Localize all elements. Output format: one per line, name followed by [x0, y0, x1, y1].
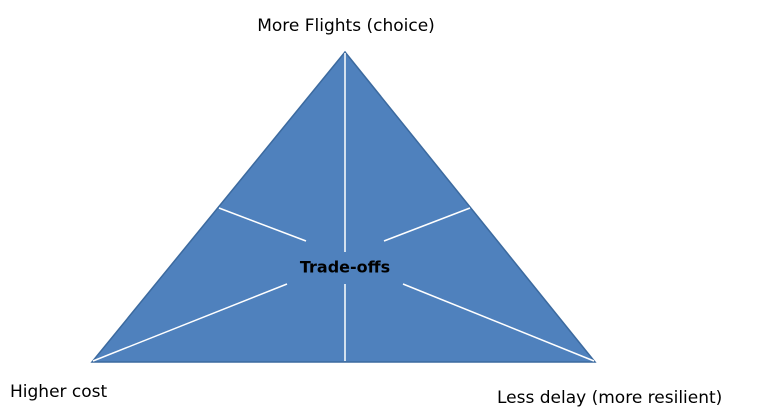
divider	[218, 207, 307, 242]
divider	[92, 283, 288, 362]
top-label: More Flights (choice)	[257, 16, 435, 36]
divider	[383, 207, 471, 242]
triangle	[90, 50, 597, 363]
bottom-left-label: Higher cost	[10, 382, 108, 402]
center-label: Trade-offs	[300, 258, 390, 277]
bottom-right-label: Less delay (more resilient)	[497, 388, 722, 408]
divider	[402, 283, 595, 362]
